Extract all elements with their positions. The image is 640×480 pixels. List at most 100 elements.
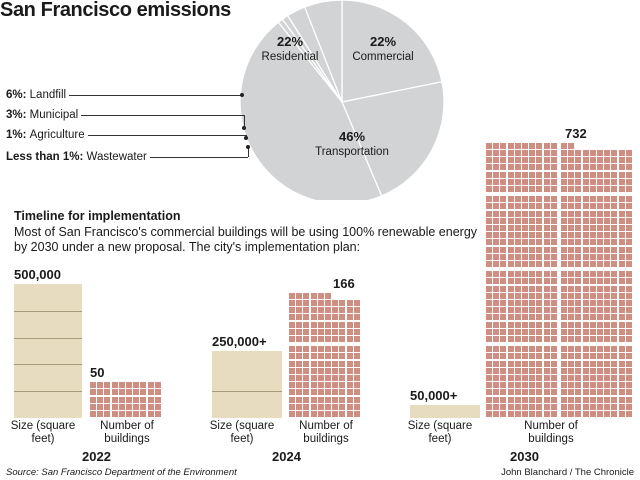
building-square	[604, 389, 611, 396]
building-square	[317, 375, 324, 381]
building-square	[529, 360, 536, 367]
size-area-2022	[14, 284, 82, 418]
building-square	[522, 375, 528, 381]
building-square	[561, 314, 567, 321]
building-square	[550, 278, 557, 285]
building-square	[543, 389, 550, 396]
building-square	[529, 210, 536, 217]
callout-municipal-value: 3%:	[6, 109, 30, 121]
building-square	[597, 314, 603, 321]
building-square	[543, 375, 550, 381]
building-square	[500, 360, 507, 367]
building-square	[507, 142, 514, 149]
building-square	[154, 382, 161, 389]
building-square	[611, 164, 618, 171]
building-square	[589, 239, 596, 246]
building-square	[529, 285, 536, 292]
building-square	[310, 292, 317, 299]
building-square	[618, 389, 625, 396]
building-square	[561, 367, 567, 374]
building-square	[486, 346, 492, 353]
year-label-2030: 2030	[510, 449, 539, 464]
building-square	[550, 375, 557, 381]
size-area-divider	[14, 310, 82, 312]
building-square	[486, 150, 492, 156]
building-square	[486, 164, 492, 171]
building-square	[582, 382, 589, 389]
building-square	[543, 203, 550, 210]
building-square	[536, 300, 543, 306]
building-square	[575, 239, 582, 246]
building-square	[561, 157, 567, 164]
building-square	[589, 178, 596, 185]
building-square	[597, 210, 603, 217]
building-square	[597, 389, 603, 396]
building-square	[625, 314, 632, 321]
building-square	[522, 157, 528, 164]
building-square	[332, 403, 339, 410]
building-square	[90, 411, 96, 417]
building-square	[111, 389, 118, 396]
building-square	[597, 346, 603, 353]
building-square	[118, 382, 125, 389]
building-square	[618, 307, 625, 314]
building-square	[522, 271, 528, 278]
building-square	[543, 246, 550, 253]
building-square	[575, 225, 582, 231]
building-square	[353, 346, 360, 353]
building-square	[507, 367, 514, 374]
building-square	[147, 411, 154, 417]
building-square	[507, 239, 514, 246]
building-square	[140, 396, 147, 403]
building-square	[543, 164, 550, 171]
building-square	[522, 292, 528, 299]
building-square	[618, 196, 625, 203]
building-square	[486, 217, 492, 224]
building-square	[611, 210, 618, 217]
building-square	[536, 186, 543, 192]
size-area-divider	[14, 337, 82, 339]
pie-label-transportation-value: 46%	[339, 129, 365, 144]
building-square	[625, 389, 632, 396]
building-square	[561, 403, 567, 410]
building-square	[618, 150, 625, 156]
building-square	[611, 314, 618, 321]
building-square	[529, 253, 536, 260]
building-square	[625, 171, 632, 178]
building-square	[589, 157, 596, 164]
building-square	[625, 300, 632, 306]
building-square	[514, 300, 521, 306]
callout-dot	[240, 93, 244, 97]
building-square	[486, 210, 492, 217]
building-square	[568, 307, 575, 314]
building-square	[575, 328, 582, 335]
building-square	[561, 171, 567, 178]
building-square	[522, 367, 528, 374]
building-square	[543, 150, 550, 156]
building-square	[507, 360, 514, 367]
building-square	[618, 225, 625, 231]
building-square	[317, 411, 324, 417]
building-square	[493, 314, 500, 321]
building-square	[604, 239, 611, 246]
building-square	[575, 164, 582, 171]
building-square	[514, 396, 521, 403]
building-square	[543, 253, 550, 260]
building-square	[582, 278, 589, 285]
building-square	[625, 246, 632, 253]
building-square	[582, 186, 589, 192]
building-square	[550, 346, 557, 353]
building-square	[597, 278, 603, 285]
building-square	[529, 382, 536, 389]
building-square	[604, 157, 611, 164]
building-square	[522, 217, 528, 224]
building-square	[289, 292, 295, 299]
building-square	[514, 164, 521, 171]
building-square	[522, 239, 528, 246]
building-square	[500, 164, 507, 171]
building-square	[486, 353, 492, 360]
building-square	[625, 178, 632, 185]
building-square	[346, 314, 353, 321]
building-square	[514, 171, 521, 178]
building-square	[514, 336, 521, 342]
